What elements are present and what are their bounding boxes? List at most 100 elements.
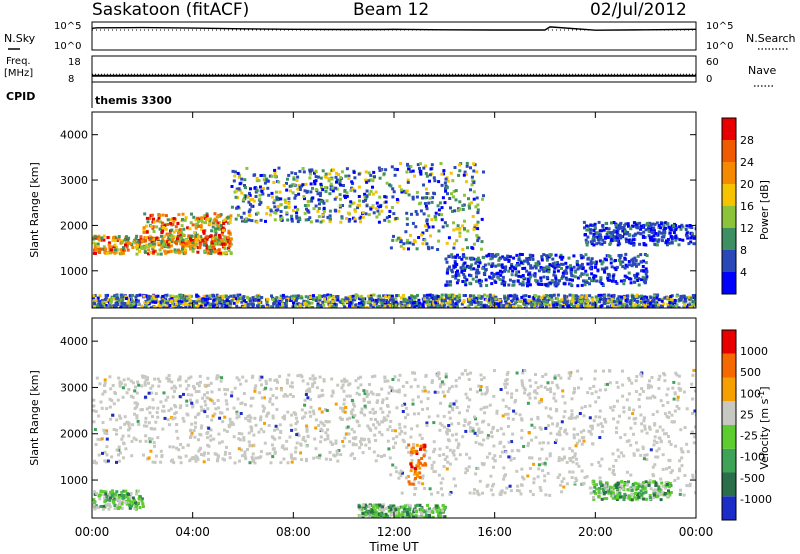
velocity-cell: [118, 414, 121, 418]
power-cell: [227, 249, 231, 252]
power-cell: [647, 225, 651, 229]
velocity-cell: [259, 450, 263, 454]
power-cell: [594, 295, 598, 299]
power-cell: [173, 295, 177, 299]
power-cell: [197, 224, 201, 228]
power-cell: [547, 266, 551, 270]
power-cell: [293, 205, 297, 209]
velocity-cell: [311, 374, 315, 378]
power-cell: [411, 221, 415, 225]
power-cell: [583, 304, 587, 308]
cpid-label: CPID: [6, 90, 35, 103]
velocity-cell: [638, 405, 642, 409]
power-cell: [96, 242, 100, 246]
velocity-cell: [147, 391, 151, 395]
velocity-cell: [295, 420, 299, 424]
power-cell: [546, 275, 549, 279]
velocity-cell: [338, 416, 342, 420]
velocity-cell: [493, 454, 497, 458]
power-cell: [634, 232, 638, 236]
power-cell: [558, 255, 562, 259]
power-cell: [194, 234, 198, 238]
power-cell: [447, 293, 451, 297]
power-cell: [395, 305, 399, 308]
power-cell: [480, 217, 484, 221]
power-cell: [461, 208, 465, 211]
power-cell: [526, 277, 530, 281]
power-cell: [351, 294, 355, 298]
power-cell: [317, 294, 321, 298]
velocity-cell: [214, 452, 218, 456]
power-cell: [635, 274, 639, 278]
velocity-cell: [451, 451, 455, 455]
velocity-cell: [376, 454, 380, 458]
power-cell: [343, 188, 347, 192]
velocity-cell: [196, 382, 199, 386]
power-cell: [328, 209, 332, 213]
velocity-cell: [220, 376, 224, 380]
power-cell: [525, 301, 529, 305]
velocity-cell: [638, 392, 642, 396]
velocity-cell: [286, 410, 290, 414]
power-cell: [532, 273, 536, 277]
velocity-cell: [335, 449, 339, 453]
power-cell: [94, 248, 98, 252]
velocity-cell: [251, 452, 255, 456]
velocity-cell: [145, 407, 149, 411]
velocity-cell: [138, 439, 142, 443]
power-cell: [339, 176, 343, 180]
y-tick-label: 2000: [60, 219, 88, 232]
power-cell: [478, 278, 482, 282]
power-cell: [93, 245, 97, 249]
power-cell: [555, 302, 559, 306]
velocity-cell: [350, 412, 354, 416]
power-cell: [227, 304, 231, 308]
power-cell: [585, 298, 589, 302]
power-cell: [181, 296, 185, 300]
power-cell: [689, 236, 693, 240]
power-cell: [476, 220, 480, 224]
power-cell: [229, 237, 233, 241]
power-cell: [632, 238, 635, 242]
power-cell: [365, 204, 369, 208]
power-cell: [177, 297, 181, 301]
power-cell: [436, 295, 440, 299]
power-cell: [287, 202, 291, 206]
power-cell: [476, 203, 480, 207]
power-cell: [253, 186, 257, 190]
velocity-cell: [271, 443, 274, 447]
velocity-cell: [306, 382, 310, 386]
power-cell: [205, 294, 209, 298]
power-cell: [620, 295, 624, 299]
velocity-cell: [135, 405, 139, 409]
power-cell: [643, 253, 647, 256]
power-cell: [221, 226, 225, 230]
velocity-cell: [147, 437, 151, 440]
velocity-cell: [97, 453, 101, 457]
power-cell: [120, 301, 124, 305]
power-cell: [474, 271, 478, 275]
nave-tick-bottom: 0: [706, 74, 712, 85]
power-cell: [142, 226, 146, 230]
power-cell: [437, 213, 441, 217]
power-cell: [584, 279, 588, 283]
power-cell: [187, 241, 191, 245]
power-cell: [279, 210, 283, 213]
power-cell: [316, 192, 320, 196]
power-cell: [469, 166, 472, 170]
velocity-cell: [299, 373, 303, 377]
power-cell: [462, 300, 466, 304]
velocity-cell: [98, 382, 102, 386]
power-cell: [216, 301, 220, 305]
velocity-cell: [163, 416, 167, 420]
power-cell: [551, 257, 555, 261]
power-cell: [543, 267, 547, 271]
power-cell: [243, 219, 247, 223]
power-cell: [213, 212, 217, 216]
velocity-cell: [331, 389, 335, 393]
power-cell: [458, 163, 461, 167]
nave-label: Nave: [748, 64, 776, 77]
power-cell: [421, 231, 425, 235]
power-cell: [642, 259, 645, 263]
power-cell: [440, 218, 444, 222]
